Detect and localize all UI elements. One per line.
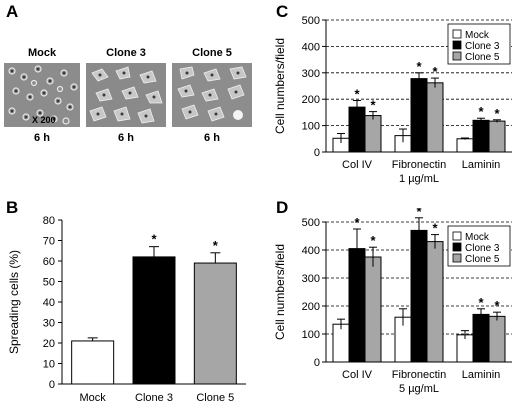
bar [472,119,490,153]
y-tick-label: 400 [302,41,320,53]
legend-label: Clone 5 [465,52,500,63]
x-tick-label: Col IV [342,369,373,381]
significance-star: * [478,104,484,119]
y-axis-label: Cell numbers/field [273,244,287,340]
significance-star: * [416,59,422,74]
legend-swatch [452,231,462,241]
micrograph-clone5-cells [172,63,252,127]
legend-label: Clone 3 [465,41,500,52]
bar [410,78,428,153]
chart-b-spreading-cells: 0 10 20 30 40 50 60 70 80 Spreading cells (%) Mock… [7,215,246,404]
y-tick-label: 10 [43,359,55,371]
significance-star: * [213,238,219,253]
y-tick-label: 0 [314,357,320,369]
y-tick-label: 70 [43,236,55,248]
panel-letter-c: C [276,2,289,21]
micrograph-mock-cells [4,63,80,127]
panel-letter-a: A [6,2,19,21]
legend-label: Mock [465,232,490,243]
legend-label: Mock [465,30,490,41]
significance-star: * [432,221,438,236]
micrograph-clone3-cells [86,63,166,127]
x-tick-label: Mock [80,392,107,404]
significance-star: * [494,106,500,121]
bar [364,256,382,363]
x-tick-sublabel: 5 µg/mL [399,383,439,395]
bar [488,315,506,363]
panel-letter-b: B [6,198,19,217]
time-label-mock: 6 h [34,132,50,144]
x-tick-label: Fibronectin [392,159,446,171]
bar [472,313,490,363]
y-tick-label: 30 [43,318,55,330]
legend-swatch [452,40,462,50]
y-tick-label: 300 [302,273,320,285]
y-tick-label: 100 [302,121,320,133]
y-tick-label: 500 [302,217,320,229]
bar [456,138,474,153]
y-tick-label: 500 [302,15,320,27]
time-label-clone5: 6 h [204,132,220,144]
significance-star: * [494,298,500,313]
y-tick-label: 40 [43,297,55,309]
significance-star: * [354,215,360,230]
significance-star: * [416,208,422,219]
micrograph-label-clone5: Clone 5 [192,47,232,59]
y-tick-label: 200 [302,94,320,106]
y-axis-label: Spreading cells (%) [7,250,21,354]
micrograph-mock: X 200 [4,63,80,127]
bar [332,323,350,363]
micrograph-clone3 [86,63,166,127]
y-tick-label: 100 [302,329,320,341]
bar [71,340,115,385]
micrograph-label-clone3: Clone 3 [106,47,146,59]
chart-c-cell-numbers-1ug: 0 100 200 300 400 500 Cell numbers/field * * Col … [273,15,512,185]
y-tick-label: 80 [43,215,55,227]
significance-star: * [370,98,376,113]
micrograph-label-mock: Mock [27,47,57,59]
significance-star: * [354,87,360,102]
panel-letter-d: D [276,198,289,217]
y-tick-label: 0 [49,379,55,391]
significance-star: * [432,64,438,79]
y-axis-label: Cell numbers/field [273,38,287,134]
chart-d-cell-numbers-5ug: 0 100 200 300 400 500 Cell numbers/field * * Col … [273,208,512,395]
y-tick-label: 0 [314,147,320,159]
y-tick-label: 300 [302,68,320,80]
significance-star: * [478,295,484,310]
legend-swatch [452,29,462,39]
y-tick-label: 50 [43,277,55,289]
bar [348,106,366,153]
bar [426,82,444,153]
x-tick-label: Laminin [462,159,501,171]
legend-label: Clone 3 [465,243,500,254]
legend-label: Clone 5 [465,254,500,265]
bar [488,120,506,153]
legend-swatch [452,51,462,61]
x-tick-label: Fibronectin [392,369,446,381]
micrograph-clone5 [172,63,252,127]
legend-swatch [452,242,462,252]
magnification-label: X 200 [32,115,56,125]
x-tick-label: Clone 5 [196,392,234,404]
bar [410,229,428,363]
y-tick-label: 20 [43,338,55,350]
bar [132,256,176,385]
x-tick-sublabel: 1 µg/mL [399,173,439,185]
y-tick-label: 400 [302,245,320,257]
legend-swatch [452,253,462,263]
y-tick-label: 60 [43,256,55,268]
x-tick-label: Clone 3 [135,392,173,404]
y-tick-label: 200 [302,301,320,313]
x-tick-label: Col IV [342,159,373,171]
x-tick-label: Laminin [462,369,501,381]
bar [364,115,382,153]
significance-star: * [370,233,376,248]
significance-star: * [151,232,157,247]
bar [193,262,237,385]
time-label-clone3: 6 h [118,132,134,144]
bar [426,241,444,363]
